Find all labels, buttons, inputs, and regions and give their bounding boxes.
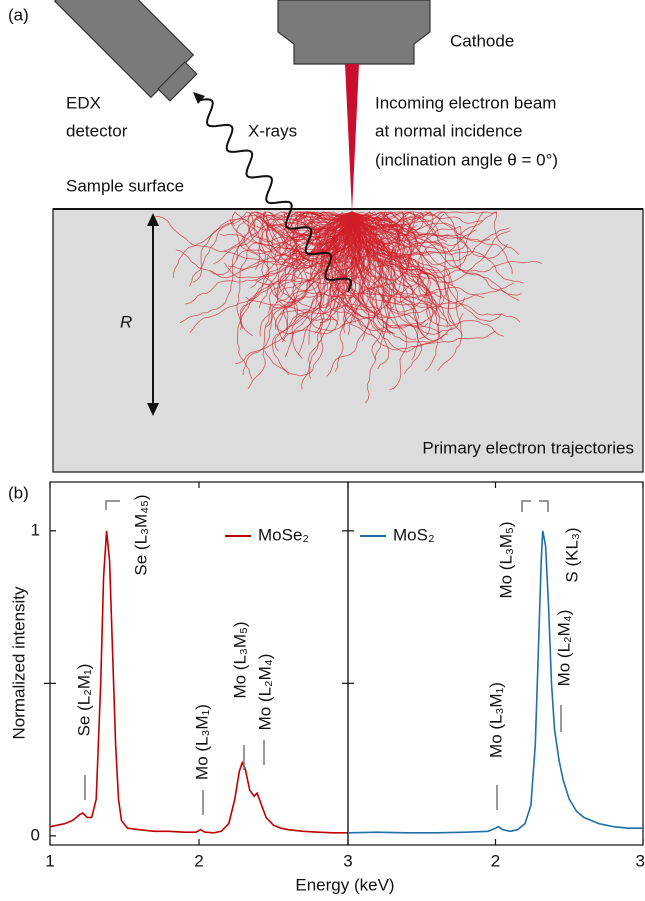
trajectory bbox=[268, 211, 353, 241]
panel-label: (b) bbox=[8, 483, 29, 502]
trajectory bbox=[292, 211, 353, 359]
peak-label: Mo (L₃M₁) bbox=[192, 704, 211, 780]
trajectory bbox=[351, 211, 461, 244]
trajectory bbox=[351, 211, 464, 336]
trajectory bbox=[254, 210, 353, 270]
spectrum-line bbox=[347, 530, 643, 834]
trajectory bbox=[304, 211, 353, 245]
detector-shape bbox=[53, 0, 198, 102]
trajectory bbox=[351, 211, 414, 295]
beam bbox=[345, 64, 359, 212]
xray-arrowhead bbox=[193, 92, 205, 104]
peak-bracket bbox=[105, 500, 120, 510]
y-tick-label: 1 bbox=[31, 520, 40, 539]
label: at normal incidence bbox=[375, 121, 522, 140]
trajectory bbox=[351, 211, 433, 321]
trajectory bbox=[293, 211, 353, 326]
trajectory bbox=[351, 211, 520, 255]
trajectory bbox=[239, 211, 353, 331]
trajectory bbox=[245, 211, 353, 308]
peak-label: Mo (L₃M₁) bbox=[486, 682, 505, 758]
trajectory bbox=[175, 211, 353, 279]
trajectory bbox=[351, 211, 510, 266]
range-arrowhead bbox=[147, 213, 159, 226]
y-axis-label: Normalized intensity bbox=[9, 586, 28, 740]
panel-label: (a) bbox=[8, 5, 29, 24]
y-tick-label: 0 bbox=[31, 825, 40, 844]
x-tick-label: 3 bbox=[636, 851, 645, 870]
detector-tip bbox=[157, 61, 198, 102]
trajectory bbox=[271, 211, 353, 304]
peak-bracket bbox=[539, 500, 549, 512]
trajectory bbox=[344, 211, 449, 351]
trajectory bbox=[326, 211, 441, 334]
x-tick-label: 2 bbox=[194, 851, 203, 870]
trajectory bbox=[351, 211, 421, 237]
trajectory bbox=[219, 211, 353, 257]
trajectory bbox=[343, 211, 408, 391]
legend-label: MoSe₂ bbox=[258, 525, 309, 544]
label: Primary electron trajectories bbox=[422, 438, 634, 457]
trajectory bbox=[351, 211, 439, 236]
label: R bbox=[120, 312, 132, 331]
peak-label: Mo (L₃M₅) bbox=[496, 521, 515, 598]
trajectory bbox=[319, 211, 353, 309]
label: X-rays bbox=[248, 121, 297, 140]
trajectory bbox=[351, 211, 429, 319]
trajectory bbox=[234, 211, 363, 365]
label: Sample surface bbox=[66, 176, 184, 195]
trajectory bbox=[272, 211, 353, 376]
trajectory bbox=[189, 211, 353, 287]
trajectory bbox=[351, 211, 417, 226]
label: (inclination angle θ = 0°) bbox=[375, 150, 558, 169]
xray-path bbox=[199, 98, 352, 293]
peak-label: Se (L₂M₁) bbox=[74, 664, 93, 737]
trajectory bbox=[351, 211, 365, 274]
trajectory bbox=[351, 211, 450, 329]
x-tick-label: 1 bbox=[45, 851, 54, 870]
trajectory bbox=[260, 211, 353, 331]
cathode-shape bbox=[277, 0, 431, 65]
label: EDX bbox=[66, 93, 101, 112]
trajectory bbox=[351, 211, 425, 287]
trajectory bbox=[236, 211, 353, 329]
range-arrowhead bbox=[147, 403, 159, 416]
trajectory bbox=[351, 211, 434, 266]
trajectory bbox=[236, 211, 353, 380]
spectrum-line bbox=[49, 530, 348, 834]
trajectory bbox=[351, 211, 464, 335]
trajectory bbox=[351, 211, 461, 272]
label: Incoming electron beam bbox=[375, 93, 556, 112]
peak-label: Mo (L₂M₄) bbox=[255, 654, 274, 731]
label: detector bbox=[66, 121, 128, 140]
trajectory bbox=[351, 211, 504, 337]
peak-label: S (KL₃) bbox=[562, 527, 581, 582]
trajectory bbox=[280, 211, 353, 298]
trajectory bbox=[351, 211, 453, 286]
peak-label: Mo (L₂M₄) bbox=[554, 610, 573, 687]
peak-label: Mo (L₃M₅) bbox=[230, 621, 249, 698]
legend-label: MoS₂ bbox=[393, 525, 435, 544]
peak-bracket bbox=[521, 500, 531, 512]
trajectory bbox=[351, 211, 462, 255]
x-axis-label: Energy (keV) bbox=[295, 875, 394, 894]
peak-label: Se (L₃M₄₅) bbox=[131, 494, 150, 575]
label: Cathode bbox=[450, 31, 514, 50]
trajectory bbox=[351, 211, 469, 275]
trajectory bbox=[351, 211, 379, 274]
x-tick-label: 3 bbox=[343, 851, 352, 870]
x-tick-label: 2 bbox=[491, 851, 500, 870]
trajectory bbox=[346, 211, 426, 305]
